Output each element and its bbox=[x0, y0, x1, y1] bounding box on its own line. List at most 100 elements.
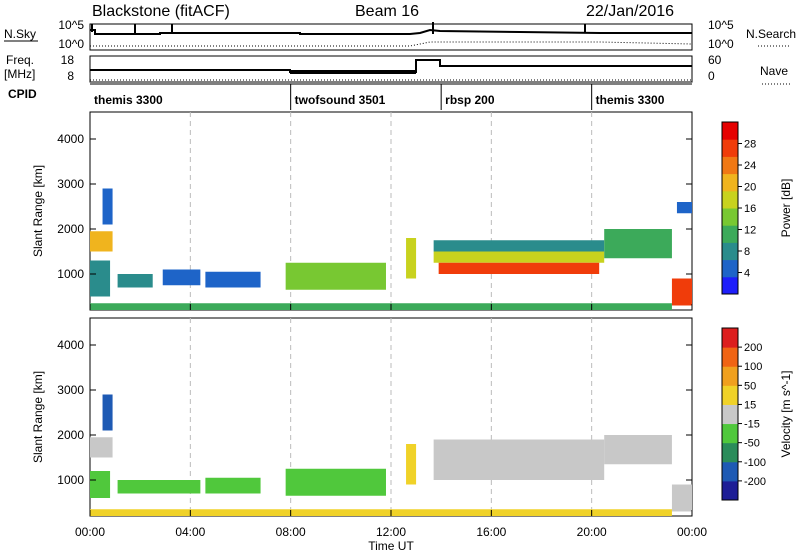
y-axis-title: Slant Range [km] bbox=[31, 165, 45, 257]
data-band bbox=[604, 435, 672, 465]
x-tick-label: 00:00 bbox=[677, 525, 707, 539]
data-band bbox=[406, 444, 417, 485]
colorbar-swatch bbox=[722, 423, 738, 444]
data-band bbox=[90, 260, 111, 297]
noise-left-tick-bottom: 10^0 bbox=[58, 37, 84, 51]
colorbar-swatch bbox=[722, 347, 738, 367]
colorbar-swatch bbox=[722, 276, 738, 295]
data-band bbox=[90, 303, 672, 310]
y-axis-title: Slant Range [km] bbox=[31, 371, 45, 463]
colorbar-frame bbox=[721, 327, 739, 501]
cpid-segment-label: twofsound 3501 bbox=[295, 93, 386, 107]
data-band bbox=[676, 202, 692, 214]
data-band bbox=[406, 238, 417, 279]
y-tick-label: 1000 bbox=[57, 473, 84, 487]
colorbar-tick-label: 50 bbox=[744, 380, 756, 392]
station-title: Blackstone (fitACF) bbox=[92, 3, 230, 20]
data-band bbox=[205, 477, 261, 494]
nave-label: Nave bbox=[760, 64, 788, 78]
colorbar-tick-label: -200 bbox=[744, 476, 766, 488]
data-band bbox=[90, 437, 113, 458]
colorbar-swatch bbox=[722, 461, 738, 482]
y-tick-label: 3000 bbox=[57, 383, 84, 397]
noise-right-tick-bottom: 10^0 bbox=[708, 37, 734, 51]
noise-search-line bbox=[90, 41, 693, 47]
colorbar-title: Velocity [m s^-1] bbox=[779, 371, 793, 458]
colorbar-swatch bbox=[722, 122, 738, 140]
data-band bbox=[90, 231, 113, 252]
colorbar-title: Power [dB] bbox=[779, 179, 793, 238]
velocity-panel: 1000 2000 3000 4000 Slant Range [km] 00:00 04:… bbox=[31, 317, 793, 539]
colorbar-swatch bbox=[722, 190, 738, 209]
y-tick-label: 2000 bbox=[57, 428, 84, 442]
nave-tick-top: 60 bbox=[708, 53, 722, 67]
colorbar-swatch bbox=[722, 208, 738, 226]
y-tick-label: 3000 bbox=[57, 177, 84, 191]
colorbar-tick-label: 12 bbox=[744, 225, 756, 237]
x-tick-label: 12:00 bbox=[376, 525, 406, 539]
colorbar-tick-label: 28 bbox=[744, 139, 756, 151]
noise-right-label: N.Search bbox=[746, 27, 796, 41]
colorbar-tick-label: -15 bbox=[744, 419, 760, 431]
data-band bbox=[671, 484, 692, 512]
x-tick-label: 08:00 bbox=[276, 525, 306, 539]
x-tick-label: 00:00 bbox=[75, 525, 105, 539]
data-band bbox=[433, 251, 605, 263]
colorbar-swatch bbox=[722, 366, 738, 386]
data-band bbox=[671, 278, 692, 306]
colorbar-tick-label: 100 bbox=[744, 361, 762, 373]
data-band bbox=[102, 188, 113, 225]
colorbar-tick-label: 200 bbox=[744, 342, 762, 354]
x-axis-title: Time UT bbox=[368, 539, 414, 553]
cpid-panel: CPID themis 3300 twofsound 3501 rbsp 200 th… bbox=[8, 83, 692, 110]
colorbar-tick-label: 20 bbox=[744, 182, 756, 194]
date-title: 22/Jan/2016 bbox=[586, 3, 674, 20]
y-tick-label: 2000 bbox=[57, 222, 84, 236]
colorbar-tick-label: 15 bbox=[744, 399, 756, 411]
x-tick-label: 20:00 bbox=[577, 525, 607, 539]
noise-sky-line bbox=[90, 28, 692, 35]
data-band bbox=[285, 468, 386, 496]
noise-left-tick-top: 10^5 bbox=[58, 18, 84, 32]
y-tick-label: 1000 bbox=[57, 267, 84, 281]
nave-tick-bottom: 0 bbox=[708, 69, 715, 83]
data-band bbox=[285, 262, 386, 290]
colorbar-swatch bbox=[722, 442, 738, 463]
freq-label-bottom: [MHz] bbox=[4, 67, 35, 81]
data-band bbox=[433, 439, 605, 480]
cpid-label: CPID bbox=[8, 87, 37, 101]
colorbar-swatch bbox=[722, 404, 738, 425]
colorbar-swatch bbox=[722, 385, 738, 405]
colorbar-swatch bbox=[722, 480, 738, 501]
frequency-panel: Freq. [MHz] 18 8 60 0 Nave bbox=[4, 53, 790, 85]
data-band bbox=[102, 394, 113, 431]
cpid-segment-label: rbsp 200 bbox=[445, 93, 495, 107]
data-band bbox=[438, 262, 600, 274]
colorbar-swatch bbox=[722, 139, 738, 157]
beam-title: Beam 16 bbox=[355, 3, 419, 20]
data-band bbox=[162, 269, 201, 286]
power-panel: 1000 2000 3000 4000 Slant Range [km] 4 8 12 16 20… bbox=[31, 111, 793, 311]
freq-tick-bottom: 8 bbox=[67, 69, 74, 83]
colorbar-tick-label: 4 bbox=[744, 268, 750, 280]
colorbar-swatch bbox=[722, 225, 738, 243]
colorbar-tick-label: -100 bbox=[744, 457, 766, 469]
data-band bbox=[90, 471, 111, 498]
cpid-segment-label: themis 3300 bbox=[94, 93, 163, 107]
data-band bbox=[90, 509, 672, 516]
x-tick-label: 16:00 bbox=[476, 525, 506, 539]
data-band bbox=[433, 240, 605, 252]
data-band bbox=[117, 274, 153, 288]
colorbar-tick-label: -50 bbox=[744, 438, 760, 450]
colorbar-swatch bbox=[722, 173, 738, 192]
noise-right-tick-top: 10^5 bbox=[708, 18, 734, 32]
colorbar-swatch bbox=[722, 242, 738, 261]
colorbar-swatch bbox=[722, 156, 738, 175]
data-band bbox=[117, 480, 201, 494]
colorbar-swatch bbox=[722, 328, 738, 348]
y-tick-label: 4000 bbox=[57, 338, 84, 352]
noise-left-label: N.Sky bbox=[4, 27, 36, 41]
x-tick-label: 04:00 bbox=[175, 525, 205, 539]
freq-tick-top: 18 bbox=[61, 53, 75, 67]
